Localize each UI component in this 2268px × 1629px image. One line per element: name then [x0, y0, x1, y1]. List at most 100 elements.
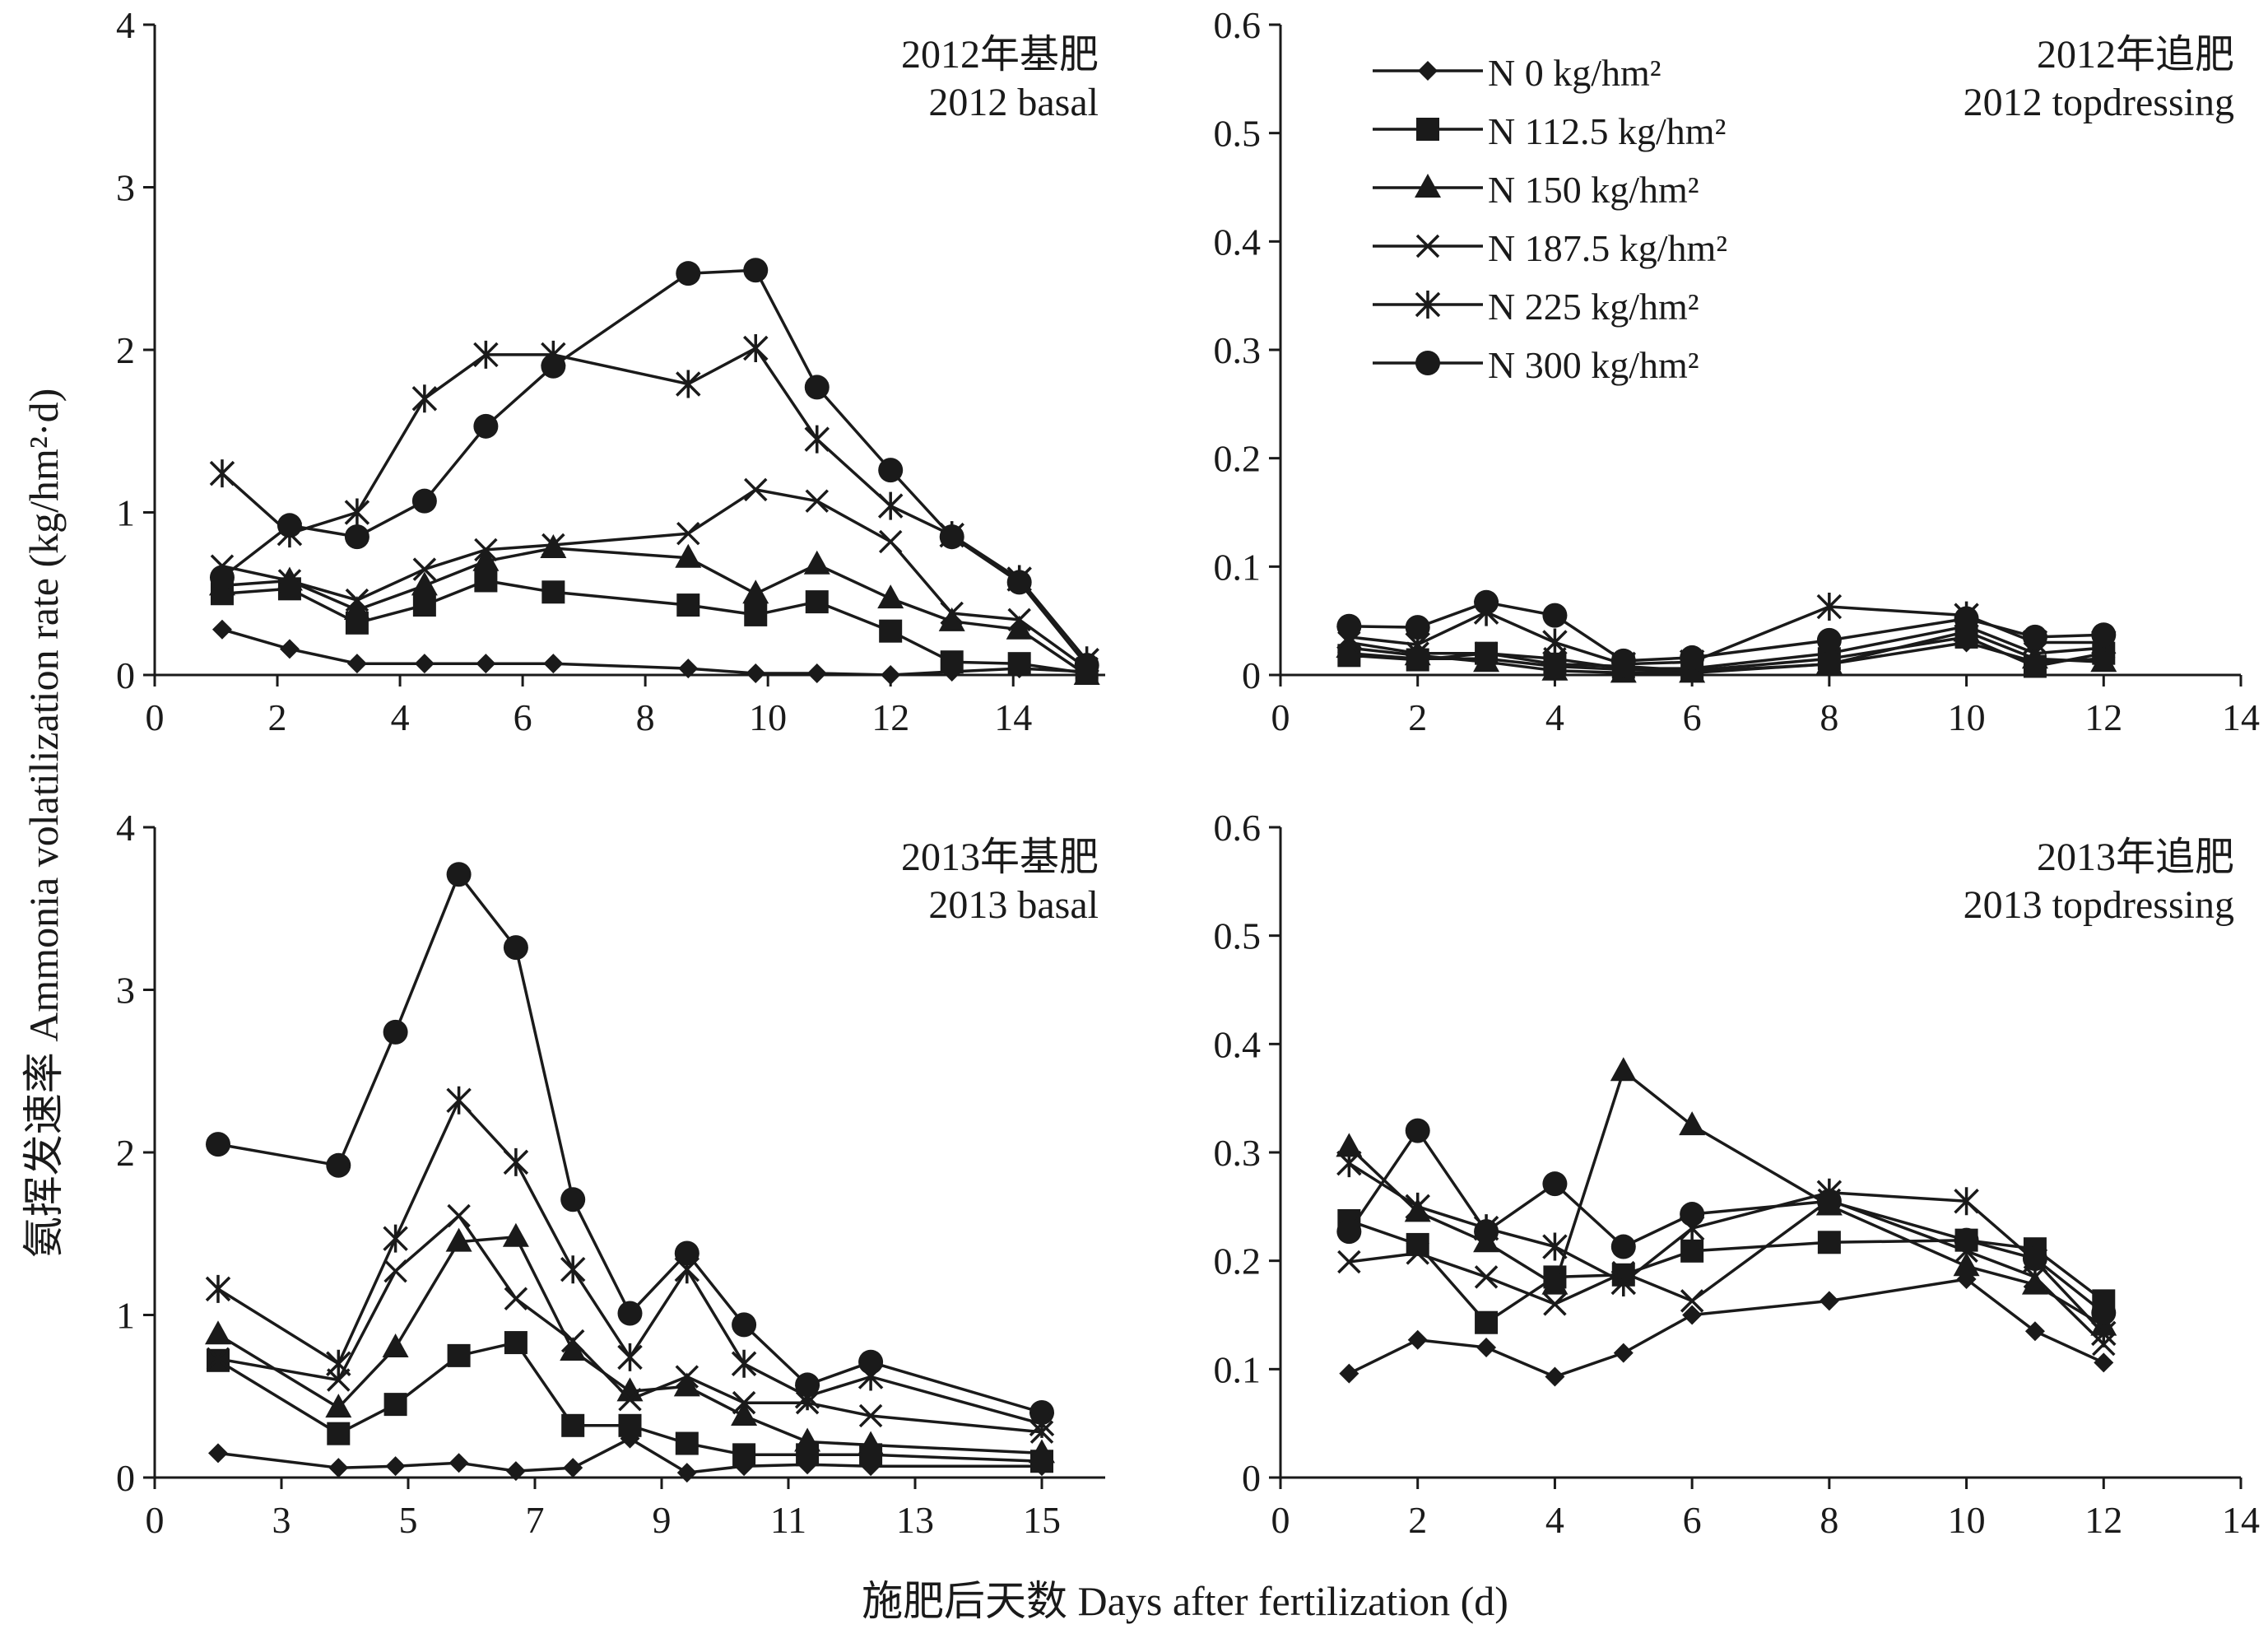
data-point-n150 [472, 547, 500, 571]
data-point-n0 [211, 619, 232, 640]
data-point-n300 [617, 1301, 643, 1326]
y-tick-label: 0.1 [1214, 1348, 1262, 1390]
data-point-n187-5 [412, 557, 437, 581]
y-tick-label: 0.3 [1214, 1132, 1262, 1174]
data-point-n150 [857, 1431, 885, 1455]
data-point-n300 [2022, 1246, 2047, 1272]
data-point-n300 [1680, 1202, 1705, 1227]
data-point-n300 [1006, 570, 1032, 595]
data-point-n0 [1682, 1305, 1703, 1325]
data-point-n112-5 [474, 569, 498, 593]
x-tick-label: 4 [1545, 1499, 1564, 1541]
data-point-n187-5 [474, 538, 498, 562]
legend-entry-n150: N 150 kg/hm² [1373, 169, 1699, 211]
y-tick-label: 2 [116, 1132, 135, 1174]
plot-area-2012-topdressing [1336, 589, 2117, 683]
y-tick-label: 3 [116, 970, 135, 1012]
data-point-n112-5 [879, 619, 903, 643]
data-point-n150 [276, 566, 303, 591]
data-point-n300 [939, 524, 964, 550]
data-point-n0 [1545, 1366, 1565, 1387]
panel-title-2012-topdressing: 2012年追肥 [2037, 33, 2234, 77]
series-n300-2013-basal [206, 862, 1054, 1425]
x-tick-label: 12 [2084, 1499, 2122, 1541]
data-point-n0 [1819, 1291, 1839, 1311]
legend-entry-n300: N 300 kg/hm² [1373, 344, 1699, 386]
data-point-n300 [1542, 603, 1568, 628]
series-n300-2012-topdressing [1336, 589, 2117, 673]
data-point-n300 [795, 1372, 820, 1398]
data-point-n225 [411, 384, 438, 413]
data-point-n150 [1473, 648, 1500, 673]
data-point-n187-5 [676, 521, 700, 546]
legend-line-n0 [1373, 61, 1483, 81]
data-point-n0 [678, 659, 699, 679]
data-point-n225 [1610, 1268, 1637, 1296]
data-point-n187-5 [744, 477, 768, 502]
circle-icon [1415, 351, 1440, 375]
y-tick-label: 1 [116, 492, 135, 534]
data-point-n150 [1541, 1270, 1569, 1295]
y-tick-label: 0.3 [1214, 329, 1262, 371]
data-point-n300 [674, 1240, 699, 1266]
data-point-n300 [1074, 653, 1099, 678]
data-point-n300 [1816, 1189, 1842, 1214]
x-tick-label: 10 [1948, 1499, 1986, 1541]
x-tick-label: 8 [636, 696, 655, 738]
x-cross-icon [1415, 234, 1440, 258]
data-point-n112-5 [504, 1331, 527, 1355]
data-point-n0 [2024, 1321, 2045, 1342]
x-tick-label: 14 [2222, 1499, 2260, 1541]
data-point-n300 [878, 458, 904, 483]
data-point-n112-5 [541, 580, 565, 604]
x-tick-label: 3 [272, 1499, 291, 1541]
series-n187-5-2013-topdressing [1337, 1188, 2116, 1357]
data-point-n187-5 [1543, 1292, 1567, 1316]
data-point-n0 [806, 663, 827, 684]
series-line-n225 [1348, 1161, 2105, 1335]
panel-subtitle-2012-topdressing: 2012 topdressing [1964, 81, 2234, 124]
data-point-n300 [1680, 645, 1705, 670]
legend-label-n112-5: N 112.5 kg/hm² [1488, 110, 1726, 152]
x-tick-label: 14 [994, 696, 1032, 738]
data-point-n150 [675, 543, 702, 568]
panel-subtitle-2012-basal: 2012 basal [928, 81, 1099, 124]
panel-2013-basal: 0 1 2 3 4 0 3 5 7 9 11 13 15 2013年基肥 2013 basal [116, 807, 1105, 1541]
data-point-n187-5 [504, 1287, 528, 1310]
data-point-n300 [1954, 1227, 1979, 1253]
data-point-n300 [326, 1152, 351, 1178]
data-point-n187-5 [447, 1203, 471, 1228]
x-tick-label: 4 [1545, 696, 1564, 738]
data-point-n150 [731, 1401, 758, 1426]
data-point-n187-5 [560, 1329, 585, 1353]
data-point-n300 [209, 565, 235, 590]
legend-entry-n187-5: N 187.5 kg/hm² [1373, 227, 1727, 269]
data-point-n150 [1953, 1252, 1980, 1277]
data-point-n300 [2022, 624, 2047, 649]
data-point-n0 [746, 663, 766, 684]
data-point-n0 [448, 1453, 469, 1473]
data-point-n300 [732, 1312, 757, 1338]
data-point-n225 [503, 1147, 529, 1176]
data-point-n0 [881, 665, 901, 685]
data-point-n225 [804, 425, 830, 454]
series-line-n187-5 [1349, 1198, 2105, 1346]
legend-line-n300 [1373, 351, 1483, 375]
data-point-n150 [325, 1394, 352, 1418]
data-point-n112-5 [1817, 1231, 1841, 1254]
legend-line-n112-5 [1373, 118, 1483, 141]
data-point-n300 [1474, 1219, 1499, 1245]
data-point-n187-5 [206, 1347, 230, 1371]
data-point-n0 [385, 1456, 406, 1477]
data-point-n150 [560, 1336, 587, 1361]
data-point-n300 [1610, 1234, 1636, 1259]
data-point-n112-5 [676, 593, 700, 617]
data-point-n225 [1954, 1187, 1979, 1216]
data-point-n150 [1679, 1111, 1706, 1136]
y-tick-label: 0.4 [1214, 221, 1262, 263]
x-tick-label: 9 [653, 1499, 672, 1541]
plot-area-2013-topdressing [1336, 1057, 2117, 1387]
data-point-n112-5 [447, 1343, 471, 1367]
panel-title-2013-basal: 2013年基肥 [901, 835, 1099, 879]
plot-area-2013-basal [205, 862, 1055, 1483]
